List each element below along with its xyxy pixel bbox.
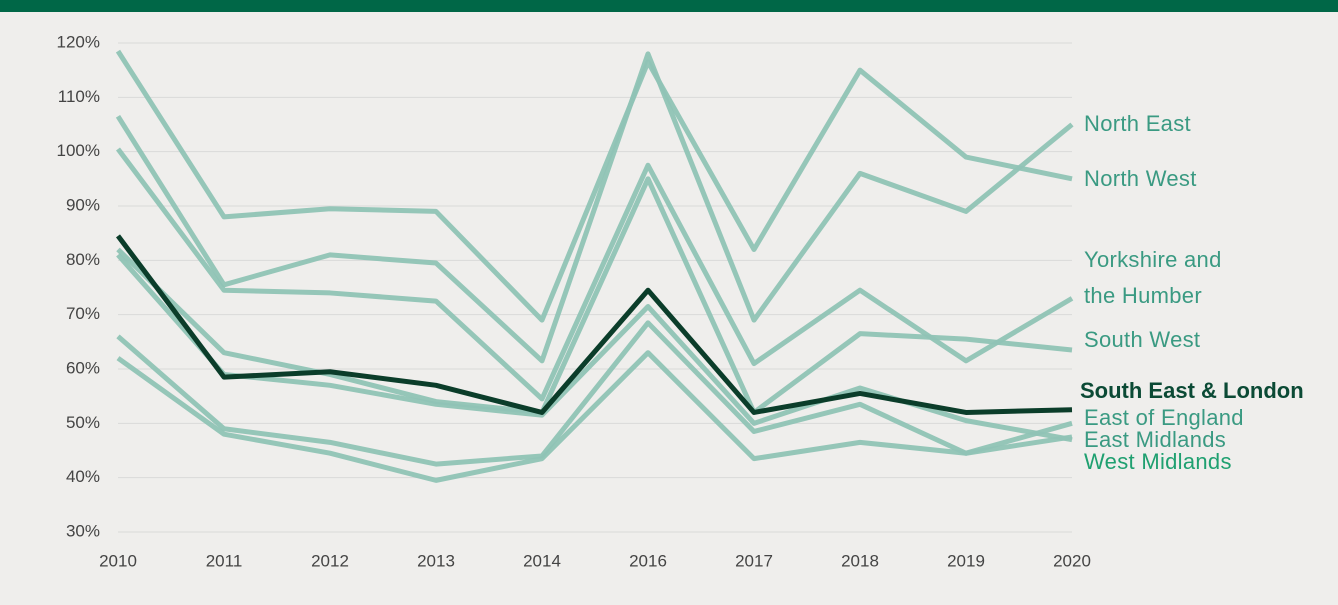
series-line — [116, 350, 1073, 483]
x-tick-label: 2013 — [417, 551, 455, 570]
y-tick-label: 80% — [66, 250, 100, 269]
series-label: East Midlands — [1084, 427, 1227, 452]
y-tick-label: 60% — [66, 358, 100, 377]
x-tick-label: 2012 — [311, 551, 349, 570]
header-bar — [0, 0, 1338, 12]
series-line — [115, 49, 1073, 323]
series-line — [116, 147, 1074, 402]
series-label: North East — [1084, 111, 1191, 136]
series-line — [116, 234, 1073, 415]
x-tick-label: 2019 — [947, 551, 985, 570]
series-line — [115, 51, 1074, 364]
series-label: East of England — [1084, 405, 1244, 430]
y-tick-label: 110% — [58, 87, 100, 106]
y-tick-label: 90% — [66, 195, 100, 214]
series-label: Yorkshire and the Humber — [1084, 247, 1222, 308]
x-tick-label: 2014 — [523, 551, 561, 570]
series-label: South East & London — [1080, 378, 1304, 403]
series-label: West Midlands — [1084, 449, 1232, 474]
series-line — [116, 320, 1073, 467]
x-tick-label: 2011 — [206, 551, 243, 570]
x-tick-label: 2016 — [629, 551, 667, 570]
series-label: South West — [1084, 327, 1201, 352]
x-tick-label: 2017 — [735, 551, 773, 570]
y-tick-label: 120% — [57, 32, 100, 51]
x-tick-label: 2018 — [841, 551, 879, 570]
y-tick-label: 50% — [66, 413, 100, 432]
y-tick-label: 70% — [66, 304, 100, 323]
y-tick-label: 30% — [66, 521, 100, 540]
x-tick-label: 2010 — [99, 551, 137, 570]
series-label: North West — [1084, 166, 1197, 191]
x-tick-label: 2020 — [1053, 551, 1091, 570]
y-tick-label: 100% — [57, 141, 100, 160]
series-line — [116, 176, 1073, 415]
y-tick-label: 40% — [66, 467, 100, 486]
